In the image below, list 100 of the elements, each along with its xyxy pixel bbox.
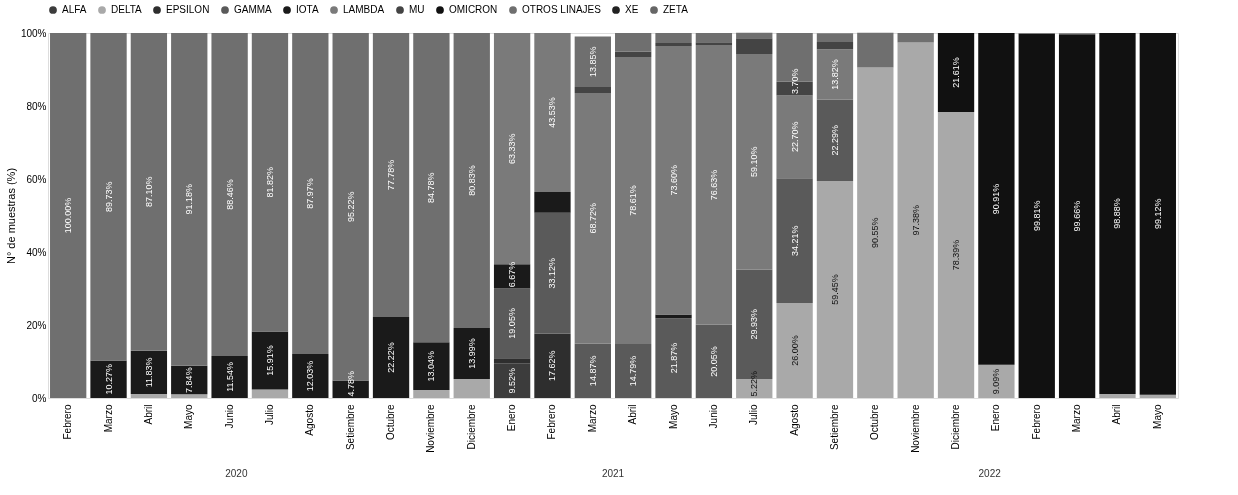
bar <box>1099 33 1136 394</box>
data-label: 81.82% <box>264 166 275 198</box>
bar <box>251 32 289 332</box>
bar <box>534 191 571 213</box>
data-label: 98.88% <box>1112 198 1123 229</box>
data-label: 100.00% <box>63 197 74 234</box>
bar <box>211 33 248 356</box>
x-tick-label: Enero <box>506 404 518 432</box>
bar <box>897 33 934 43</box>
bar <box>453 379 490 398</box>
data-label: 3.70% <box>789 68 800 94</box>
data-label: 88.46% <box>224 179 235 210</box>
data-label: 68.72% <box>587 203 598 234</box>
data-label: 26.00% <box>789 335 800 366</box>
bar <box>534 33 571 192</box>
x-tick-label: Febrero <box>546 404 558 440</box>
bar <box>695 324 733 398</box>
x-tick-label: Febrero <box>1030 404 1042 440</box>
bar <box>816 49 854 100</box>
x-tick-label: Enero <box>990 404 1002 432</box>
data-label: 13.99% <box>466 338 477 369</box>
x-tick-label: Setiembre <box>828 404 840 451</box>
legend-label: DELTA <box>111 4 143 15</box>
bar <box>816 33 854 42</box>
text: 2022 <box>978 468 1002 479</box>
bar <box>453 327 490 380</box>
x-tick-label: Febrero <box>62 404 74 440</box>
text: 2021 <box>601 468 625 479</box>
data-label: 33.12% <box>547 257 558 289</box>
text: 2020 <box>225 468 248 479</box>
y-tick-label: 100% <box>20 27 47 39</box>
bar <box>937 111 975 398</box>
bar <box>413 342 450 390</box>
bar <box>534 333 571 398</box>
bar <box>413 32 450 343</box>
x-tick-label: Diciembre <box>465 404 477 450</box>
bar <box>493 264 531 289</box>
bar <box>816 41 854 50</box>
data-label: 22.70% <box>789 121 800 153</box>
bar <box>574 343 611 398</box>
data-label: 78.39% <box>951 239 962 271</box>
data-label: 22.22% <box>386 342 397 373</box>
bar <box>292 354 329 398</box>
bar <box>1058 34 1096 398</box>
y-tick-label: 20% <box>26 319 47 331</box>
legend-label: EPSILON <box>166 4 210 15</box>
bar <box>655 42 692 46</box>
x-tick-label: Marzo <box>102 404 114 433</box>
data-label: 59.10% <box>749 146 760 178</box>
data-label: 87.97% <box>305 178 316 209</box>
bar <box>978 33 1015 365</box>
data-label: 9.09% <box>991 368 1002 395</box>
bar <box>493 358 531 364</box>
data-label: 87.10% <box>143 176 154 208</box>
bar <box>211 355 248 398</box>
data-label: 90.91% <box>991 183 1002 215</box>
y-tick-label: 60% <box>26 173 47 185</box>
bar <box>292 33 329 355</box>
data-label: 97.38% <box>910 205 921 236</box>
bar <box>937 33 975 112</box>
bar <box>736 38 773 54</box>
bar <box>857 32 894 68</box>
bar <box>453 32 490 328</box>
data-label: 4.78% <box>345 371 356 397</box>
bar <box>574 36 611 88</box>
bar <box>655 45 692 315</box>
bar <box>130 32 168 351</box>
data-label: 9.52% <box>507 367 518 394</box>
data-label: 6.67% <box>507 261 518 288</box>
data-label: 73.60% <box>668 164 679 196</box>
bar <box>130 350 168 394</box>
bar <box>615 33 652 52</box>
y-tick-label: 0% <box>32 392 47 404</box>
bar <box>695 45 733 325</box>
legend-label: XE <box>625 4 639 15</box>
bar <box>655 318 692 398</box>
data-label: 29.93% <box>749 309 760 340</box>
x-tick-label: Octubre <box>385 404 397 441</box>
legend-label: OMICRON <box>449 4 498 15</box>
bar <box>574 87 611 93</box>
data-label: 13.82% <box>829 59 840 90</box>
bar <box>251 389 289 398</box>
bar <box>736 53 773 270</box>
bar <box>171 394 208 398</box>
bar <box>857 67 894 398</box>
legend-label: LAMBDA <box>343 4 385 15</box>
bar <box>1139 394 1176 398</box>
bar <box>574 92 611 344</box>
data-label: 95.22% <box>345 191 356 223</box>
data-label: 84.78% <box>426 172 437 203</box>
x-tick-label: Mayo <box>1151 404 1163 429</box>
data-label: 20.05% <box>708 346 719 377</box>
data-label: 12.03% <box>305 360 316 392</box>
x-tick-label: Abril <box>142 404 154 425</box>
bar <box>251 331 289 390</box>
data-label: 21.61% <box>951 57 962 88</box>
data-label: 19.05% <box>507 308 518 339</box>
x-tick-label: Agosto <box>788 404 800 436</box>
bar <box>50 33 87 398</box>
bar <box>130 393 168 398</box>
